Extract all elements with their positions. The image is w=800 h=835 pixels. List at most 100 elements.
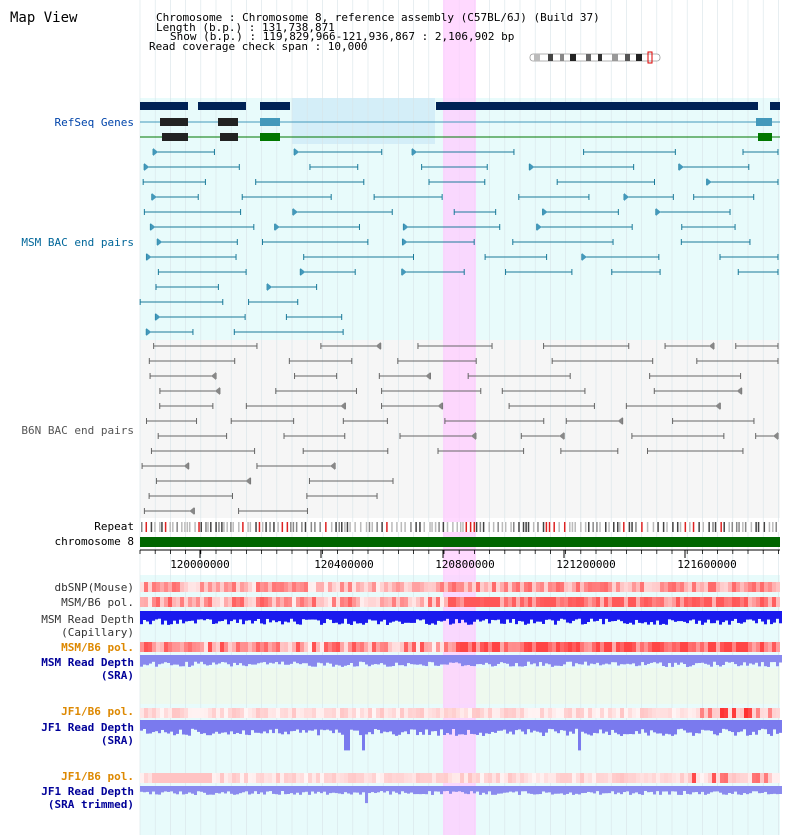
read-depth-tracks[interactable] bbox=[140, 611, 782, 804]
b6n-bac-pair[interactable] bbox=[696, 358, 779, 364]
msm-bac-end-pairs-track[interactable] bbox=[139, 148, 779, 336]
b6n-bac-pair[interactable] bbox=[520, 432, 565, 440]
msm-bac-pair[interactable] bbox=[680, 239, 751, 245]
msm-bac-pair[interactable] bbox=[274, 223, 360, 231]
b6n-bac-pair[interactable] bbox=[256, 462, 336, 470]
msm-bac-pair[interactable] bbox=[706, 178, 779, 186]
jf1-read-depth-sra-trimmed[interactable] bbox=[140, 786, 782, 804]
track-label-jf1-depth-trimmed[interactable]: JF1 Read Depth bbox=[41, 785, 134, 798]
msm-bac-pair[interactable] bbox=[154, 313, 246, 321]
b6n-bac-pair[interactable] bbox=[159, 403, 214, 409]
track-label-msm-depth-capillary[interactable]: MSM Read Depth bbox=[41, 613, 134, 626]
msm-bac-pair[interactable] bbox=[512, 239, 614, 245]
b6n-bac-pair[interactable] bbox=[141, 462, 190, 470]
msm-bac-pair[interactable] bbox=[528, 163, 635, 171]
msm-bac-pair[interactable] bbox=[518, 194, 590, 200]
b6n-bac-pair[interactable] bbox=[508, 403, 595, 409]
msm-bac-pair[interactable] bbox=[484, 254, 548, 260]
msm-read-depth-sra[interactable] bbox=[140, 655, 782, 667]
msm-bac-pair[interactable] bbox=[309, 164, 359, 170]
b6n-bac-pair[interactable] bbox=[150, 448, 256, 454]
b6n-bac-pair[interactable] bbox=[283, 433, 346, 439]
msm-bac-pair[interactable] bbox=[742, 149, 779, 155]
b6n-bac-pair[interactable] bbox=[672, 418, 755, 424]
msm-bac-pair[interactable] bbox=[583, 149, 676, 155]
b6n-bac-pair[interactable] bbox=[381, 388, 482, 394]
msm-bac-pair[interactable] bbox=[285, 314, 343, 320]
msm-bac-pair[interactable] bbox=[292, 208, 393, 216]
track-label-msm-b6-pol-2[interactable]: MSM/B6 pol. bbox=[61, 641, 134, 654]
msm-bac-pair[interactable] bbox=[611, 269, 661, 275]
b6n-bac-pair[interactable] bbox=[302, 448, 389, 454]
msm-bac-pair[interactable] bbox=[428, 179, 486, 185]
msm-bac-pair[interactable] bbox=[255, 179, 365, 185]
b6n-bac-pair[interactable] bbox=[238, 508, 308, 514]
msm-bac-pair[interactable] bbox=[261, 239, 369, 245]
jf1-b6-pol-heatmap[interactable] bbox=[140, 708, 780, 718]
msm-bac-pair[interactable] bbox=[373, 194, 443, 200]
msm-bac-pair[interactable] bbox=[681, 224, 736, 230]
b6n-bac-pair[interactable] bbox=[148, 358, 236, 364]
track-label-msm-b6-pol[interactable]: MSM/B6 pol. bbox=[61, 596, 134, 609]
msm-bac-pair[interactable] bbox=[303, 254, 415, 260]
b6n-bac-pair[interactable] bbox=[543, 343, 630, 349]
b6n-bac-pair[interactable] bbox=[288, 358, 353, 364]
msm-bac-pair[interactable] bbox=[693, 194, 755, 200]
b6n-bac-pair[interactable] bbox=[653, 387, 743, 395]
msm-bac-pair[interactable] bbox=[719, 254, 779, 260]
msm-bac-pair[interactable] bbox=[581, 253, 660, 261]
b6n-bac-pair[interactable] bbox=[306, 493, 378, 499]
b6n-bac-pair[interactable] bbox=[146, 418, 198, 424]
b6n-bac-pair[interactable] bbox=[417, 343, 493, 349]
msm-bac-pair[interactable] bbox=[411, 148, 515, 156]
msm-bac-pair[interactable] bbox=[142, 179, 206, 185]
b6n-bac-pair[interactable] bbox=[378, 372, 431, 380]
b6n-bac-pair[interactable] bbox=[397, 358, 477, 364]
msm-read-depth-capillary[interactable] bbox=[140, 611, 782, 625]
b6n-bac-end-pairs-track[interactable] bbox=[141, 342, 779, 515]
b6n-bac-pair[interactable] bbox=[467, 373, 571, 379]
msm-bac-pair[interactable] bbox=[145, 328, 194, 336]
b6n-bac-pair[interactable] bbox=[342, 418, 388, 424]
track-label-chromosome[interactable]: chromosome 8 bbox=[55, 535, 134, 548]
b6n-bac-pair[interactable] bbox=[153, 343, 258, 349]
b6n-bac-pair[interactable] bbox=[320, 342, 382, 350]
dbsnp-heatmap[interactable] bbox=[140, 582, 780, 592]
b6n-bac-pair[interactable] bbox=[159, 387, 221, 395]
msm-bac-pair[interactable] bbox=[155, 284, 219, 290]
msm-bac-pair[interactable] bbox=[737, 269, 779, 275]
msm-bac-pair[interactable] bbox=[266, 283, 318, 291]
b6n-bac-pair[interactable] bbox=[649, 373, 742, 379]
b6n-bac-pair[interactable] bbox=[230, 418, 295, 424]
repeat-track[interactable] bbox=[140, 522, 780, 532]
msm-bac-pair[interactable] bbox=[248, 299, 299, 305]
msm-bac-pair[interactable] bbox=[536, 223, 633, 231]
track-label-repeat[interactable]: Repeat bbox=[94, 520, 134, 533]
b6n-bac-pair[interactable] bbox=[157, 433, 228, 439]
msm-bac-pair[interactable] bbox=[157, 269, 247, 275]
msm-bac-pair[interactable] bbox=[556, 179, 656, 185]
msm-bac-pair[interactable] bbox=[505, 269, 573, 275]
b6n-bac-pair[interactable] bbox=[664, 342, 715, 350]
b6n-bac-pair[interactable] bbox=[148, 493, 233, 499]
jf1-b6-pol-heatmap[interactable] bbox=[140, 773, 780, 783]
msm-bac-pair[interactable] bbox=[151, 193, 199, 201]
b6n-bac-pair[interactable] bbox=[735, 343, 779, 349]
msm-bac-pair[interactable] bbox=[623, 193, 674, 201]
b6n-bac-pair[interactable] bbox=[551, 358, 654, 364]
msm-b6-pol-heatmap-2[interactable] bbox=[140, 642, 780, 652]
msm-bac-pair[interactable] bbox=[149, 223, 255, 231]
b6n-bac-pair[interactable] bbox=[625, 402, 721, 410]
msm-bac-pair[interactable] bbox=[143, 163, 240, 171]
track-label-dbsnp[interactable]: dbSNP(Mouse) bbox=[55, 581, 134, 594]
b6n-bac-pair[interactable] bbox=[565, 417, 624, 425]
track-label-refseq[interactable]: RefSeq Genes bbox=[55, 116, 134, 129]
track-label-jf1-b6-pol[interactable]: JF1/B6 pol. bbox=[61, 705, 134, 718]
msm-bac-pair[interactable] bbox=[453, 209, 497, 215]
track-label-jf1-b6-pol-2[interactable]: JF1/B6 pol. bbox=[61, 770, 134, 783]
track-label-b6n-bac[interactable]: B6N BAC end pairs bbox=[21, 424, 134, 437]
msm-bac-pair[interactable] bbox=[139, 299, 224, 305]
track-label-jf1-depth-sra[interactable]: JF1 Read Depth bbox=[41, 721, 134, 734]
b6n-bac-pair[interactable] bbox=[560, 448, 619, 454]
msm-bac-pair[interactable] bbox=[401, 268, 465, 276]
